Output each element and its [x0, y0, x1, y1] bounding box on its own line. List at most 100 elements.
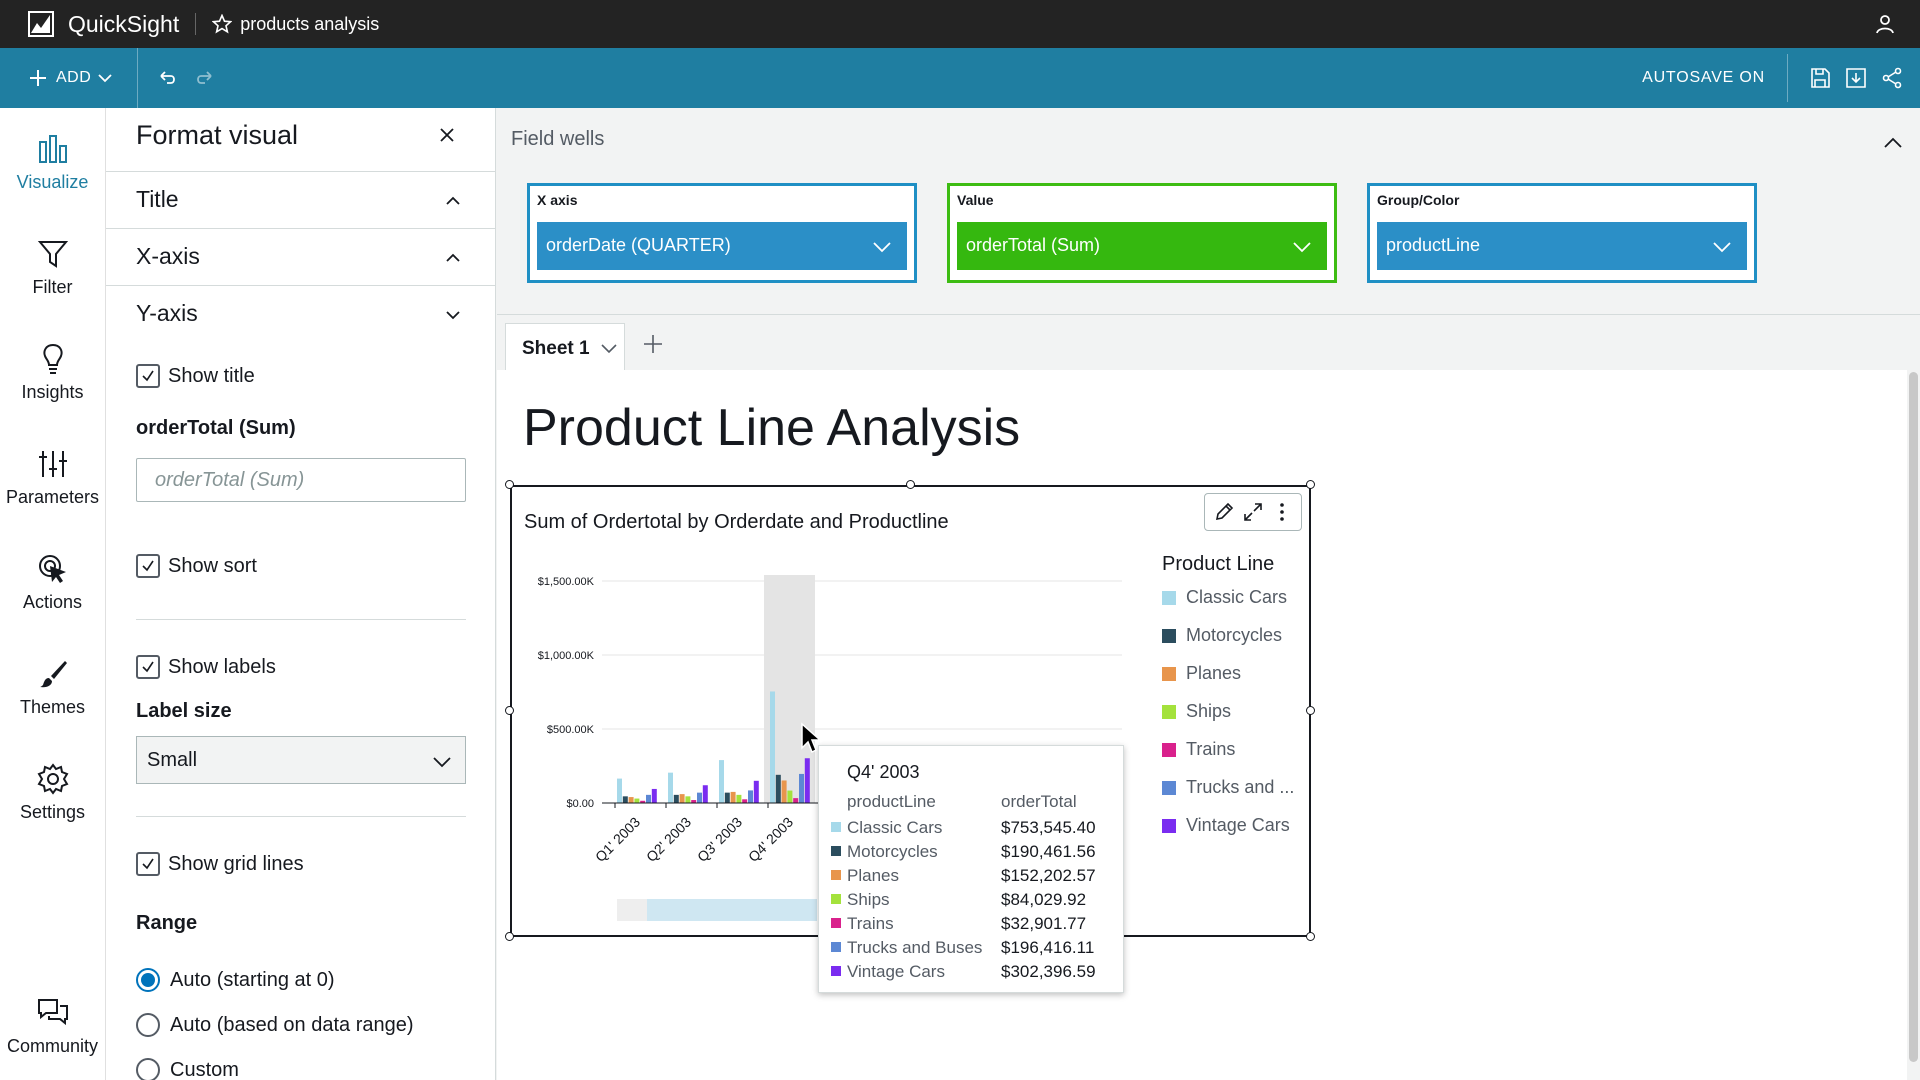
x-tick-label: Q4' 2003	[745, 814, 796, 865]
check-icon	[142, 560, 154, 572]
nav-visualize[interactable]: Visualize	[0, 132, 105, 193]
bar-chart-visual[interactable]: Sum of Ordertotal by Orderdate and Produ…	[510, 485, 1311, 937]
vertical-scrollbar[interactable]	[1907, 370, 1920, 1080]
redo-icon[interactable]	[192, 66, 216, 90]
bar	[702, 785, 708, 803]
legend-swatch	[1162, 590, 1176, 605]
y-tick-label: $500.00K	[547, 724, 595, 736]
legend-item[interactable]: Trains	[1162, 739, 1235, 760]
legend-swatch	[1162, 628, 1176, 643]
show-grid-lines-checkbox[interactable]: Show grid lines	[136, 852, 304, 876]
more-options-icon[interactable]	[1271, 501, 1293, 523]
field-name: orderDate (QUARTER)	[546, 235, 731, 255]
legend-item[interactable]: Motorcycles	[1162, 625, 1282, 646]
range-scroll-handle	[617, 899, 647, 921]
tooltip-row-name: Ships	[847, 890, 890, 909]
autosave-status[interactable]: AUTOSAVE ON	[1642, 69, 1765, 86]
bar-chart-icon	[38, 135, 67, 163]
legend-item[interactable]: Vintage Cars	[1162, 815, 1290, 836]
bar	[651, 788, 657, 803]
resize-handle[interactable]	[1306, 480, 1315, 489]
save-icon[interactable]	[1808, 66, 1832, 90]
legend-swatch	[1162, 780, 1176, 795]
legend-swatch	[1162, 818, 1176, 833]
panel-title: Format visual	[136, 120, 299, 150]
section-title[interactable]: Title	[106, 171, 495, 228]
show-title-checkbox[interactable]: Show title	[136, 364, 255, 388]
tooltip-row-name: Vintage Cars	[847, 962, 945, 981]
resize-handle[interactable]	[505, 480, 514, 489]
nav-actions[interactable]: Actions	[0, 552, 105, 613]
add-sheet-icon[interactable]	[641, 332, 665, 356]
left-nav: Visualize Filter Insights Parameters Act…	[0, 108, 106, 1080]
export-icon[interactable]	[1844, 66, 1868, 90]
x-tick-label: Q2' 2003	[643, 814, 694, 865]
chevron-down-icon	[433, 757, 451, 768]
section-yaxis[interactable]: Y-axis	[106, 285, 495, 342]
tooltip-row-name: Motorcycles	[847, 842, 938, 861]
bar	[668, 772, 673, 803]
legend-swatch	[1162, 704, 1176, 719]
nav-label: Filter	[32, 277, 73, 297]
star-icon[interactable]	[212, 14, 233, 34]
legend-item[interactable]: Planes	[1162, 663, 1241, 684]
bar	[617, 778, 622, 803]
legend-item[interactable]: Ships	[1162, 701, 1231, 722]
field-pill[interactable]: orderTotal (Sum)	[957, 222, 1327, 270]
bar	[628, 797, 634, 803]
resize-handle[interactable]	[1306, 706, 1315, 715]
check-icon	[142, 858, 154, 870]
section-label: Y-axis	[136, 300, 198, 326]
share-icon[interactable]	[1880, 66, 1904, 90]
legend-item[interactable]: Trucks and ...	[1162, 777, 1294, 798]
filter-icon	[37, 241, 68, 268]
nav-label: Themes	[19, 697, 86, 717]
chat-icon	[37, 999, 68, 1026]
nav-parameters[interactable]: Parameters	[0, 447, 105, 508]
divider	[137, 48, 139, 108]
show-sort-checkbox[interactable]: Show sort	[136, 554, 257, 578]
close-icon[interactable]	[436, 124, 458, 146]
radio-label: Custom	[170, 1058, 239, 1080]
label-size-select[interactable]: Small	[136, 736, 466, 784]
scrollbar-thumb[interactable]	[1909, 372, 1918, 1062]
chevron-down-icon[interactable]	[599, 338, 619, 358]
resize-handle[interactable]	[1306, 932, 1315, 941]
tooltip-row-name: Classic Cars	[847, 818, 943, 837]
legend-item[interactable]: Classic Cars	[1162, 587, 1287, 608]
range-auto-data-radio[interactable]: Auto (based on data range)	[136, 1013, 414, 1037]
bar	[753, 780, 759, 803]
user-icon[interactable]	[1874, 13, 1896, 35]
nav-settings[interactable]: Settings	[0, 762, 105, 823]
resize-handle[interactable]	[505, 706, 514, 715]
add-button[interactable]: ADD	[28, 68, 113, 88]
nav-themes[interactable]: Themes	[0, 657, 105, 718]
nav-filter[interactable]: Filter	[0, 237, 105, 298]
section-xaxis[interactable]: X-axis	[106, 228, 495, 285]
divider	[136, 816, 466, 817]
field-pill[interactable]: productLine	[1377, 222, 1747, 270]
bar	[793, 798, 799, 803]
tab-label: Sheet 1	[522, 338, 590, 359]
brush-icon	[39, 661, 67, 688]
range-auto-zero-radio[interactable]: Auto (starting at 0)	[136, 968, 335, 992]
expand-icon[interactable]	[1242, 501, 1264, 523]
field-pill[interactable]: orderDate (QUARTER)	[537, 222, 907, 270]
check-icon	[142, 370, 154, 382]
chevron-up-icon[interactable]	[1882, 132, 1904, 154]
analysis-name[interactable]: products analysis	[240, 13, 380, 34]
toolbar: ADD AUTOSAVE ON	[0, 48, 1920, 108]
pencil-icon[interactable]	[1213, 501, 1235, 523]
resize-handle[interactable]	[906, 480, 915, 489]
bar	[646, 794, 651, 803]
nav-insights[interactable]: Insights	[0, 342, 105, 403]
undo-icon[interactable]	[156, 66, 180, 90]
chevron-down-icon	[1293, 242, 1311, 253]
nav-community[interactable]: Community	[0, 996, 105, 1057]
resize-handle[interactable]	[505, 932, 514, 941]
tab-sheet-1[interactable]: Sheet 1	[505, 323, 625, 371]
axis-title-input[interactable]	[136, 458, 466, 502]
chart-plot[interactable]: $0.00 $500.00K $1,000.00K $1,500.00K Q1' 200…	[512, 487, 1309, 935]
show-labels-checkbox[interactable]: Show labels	[136, 655, 276, 679]
range-custom-radio[interactable]: Custom	[136, 1058, 239, 1080]
